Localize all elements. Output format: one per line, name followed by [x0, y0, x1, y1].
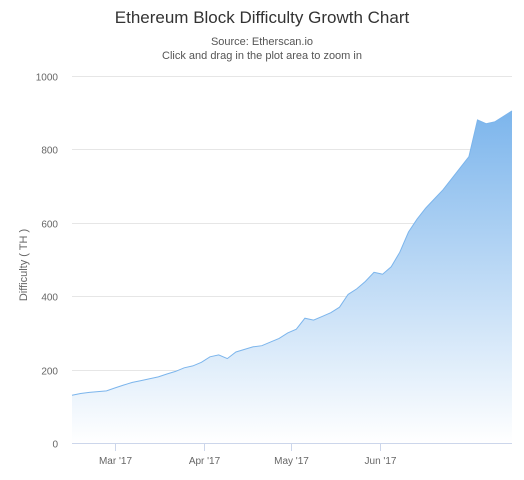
x-tick-label: May '17 [274, 456, 309, 467]
data-point[interactable] [465, 153, 473, 161]
data-point[interactable] [258, 342, 266, 350]
data-point[interactable] [448, 175, 456, 183]
y-tick-label: 0 [52, 440, 58, 451]
y-tick-label: 200 [41, 367, 58, 378]
data-point[interactable] [94, 388, 102, 396]
data-point[interactable] [172, 367, 180, 375]
data-point[interactable] [120, 381, 128, 389]
difficulty-area-fill [72, 110, 512, 444]
data-point[interactable] [111, 384, 119, 392]
data-point[interactable] [430, 195, 438, 203]
x-tick-label: Apr '17 [189, 456, 221, 467]
difficulty-series-line[interactable] [71, 110, 513, 396]
y-tick-label: 400 [41, 293, 58, 304]
data-point[interactable] [68, 391, 76, 399]
data-point[interactable] [327, 309, 335, 317]
x-tick-label: Jun '17 [365, 456, 397, 467]
data-point[interactable] [456, 164, 464, 172]
data-point[interactable] [370, 268, 378, 276]
data-point[interactable] [249, 343, 257, 351]
data-point[interactable] [180, 364, 188, 372]
data-point[interactable] [77, 390, 85, 398]
data-point[interactable] [85, 388, 93, 396]
data-point[interactable] [474, 116, 482, 124]
data-point[interactable] [275, 334, 283, 342]
data-point[interactable] [128, 378, 136, 386]
data-point[interactable] [292, 325, 300, 333]
data-point[interactable] [103, 387, 111, 395]
data-point[interactable] [336, 303, 344, 311]
data-point[interactable] [163, 370, 171, 378]
data-point[interactable] [223, 355, 231, 363]
data-point[interactable] [387, 263, 395, 271]
data-point[interactable] [189, 362, 197, 370]
y-axis-title: Difficulty ( TH ) [18, 229, 30, 301]
data-point[interactable] [137, 377, 145, 385]
data-point[interactable] [146, 375, 154, 383]
data-point[interactable] [353, 285, 361, 293]
data-point[interactable] [241, 345, 249, 353]
data-point[interactable] [215, 351, 223, 359]
data-point[interactable] [422, 204, 430, 212]
data-point[interactable] [154, 373, 162, 381]
data-point[interactable] [405, 228, 413, 236]
data-point[interactable] [482, 120, 490, 128]
y-tick-label: 800 [41, 146, 58, 157]
chart-title: Ethereum Block Difficulty Growth Chart [114, 8, 410, 27]
data-point[interactable] [413, 215, 421, 223]
data-point[interactable] [344, 290, 352, 298]
data-point[interactable] [491, 118, 499, 126]
data-point[interactable] [301, 314, 309, 322]
x-axis: Mar '17 Apr '17 May '17 Jun '17 [72, 443, 512, 467]
data-point[interactable] [232, 348, 240, 356]
y-axis-labels: 0 200 400 600 800 1000 [36, 73, 59, 451]
data-point[interactable] [197, 358, 205, 366]
data-point[interactable] [318, 312, 326, 320]
data-point[interactable] [361, 278, 369, 286]
data-point[interactable] [499, 112, 507, 120]
data-point[interactable] [310, 316, 318, 324]
y-tick-label: 1000 [36, 73, 59, 84]
data-point[interactable] [396, 248, 404, 256]
data-point[interactable] [379, 270, 387, 278]
chart-subtitle-source: Source: Etherscan.io [210, 36, 314, 48]
data-point[interactable] [439, 186, 447, 194]
chart-subtitle-zoom-hint: Click and drag in the plot area to zoom … [162, 50, 362, 62]
plot-area[interactable] [68, 107, 516, 444]
data-point[interactable] [266, 338, 274, 346]
data-point[interactable] [206, 353, 214, 361]
x-tick-label: Mar '17 [99, 456, 132, 467]
data-point[interactable] [284, 329, 292, 337]
y-tick-label: 600 [41, 220, 58, 231]
data-point[interactable] [508, 107, 516, 115]
